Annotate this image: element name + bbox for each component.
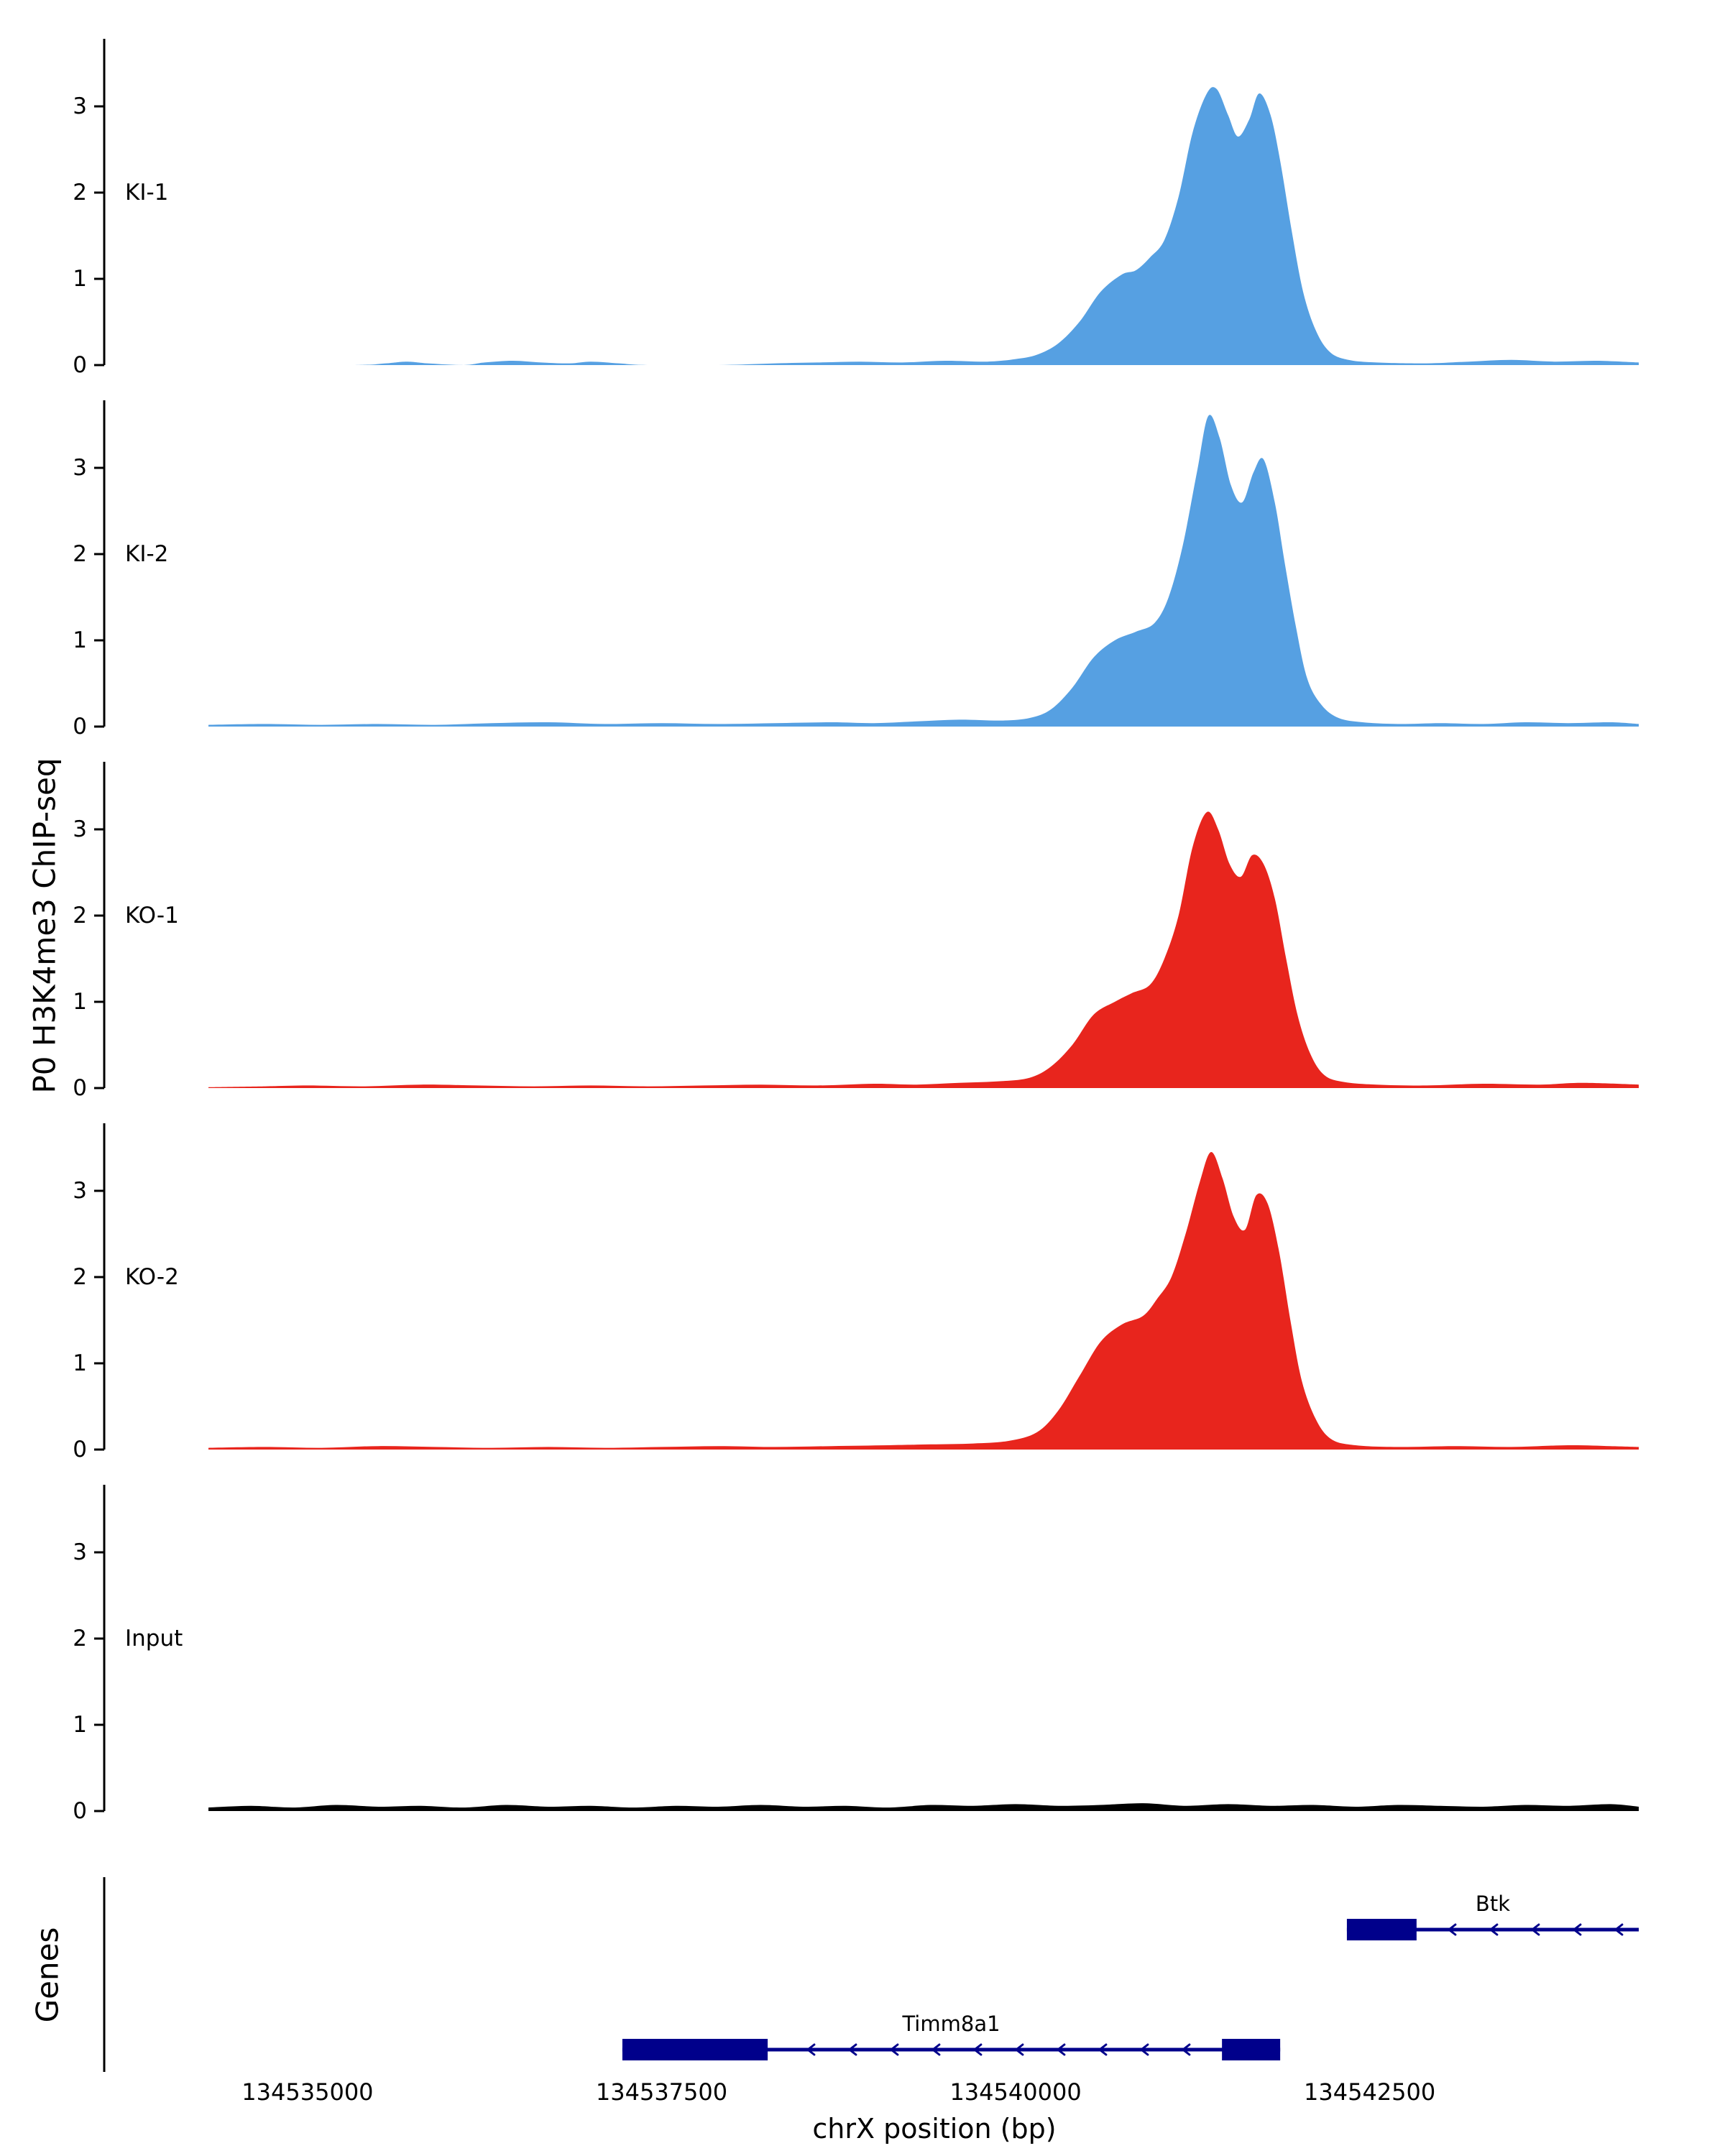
gene-label-btk: Btk [1476, 1892, 1510, 1916]
gene-strand-arrow [1614, 1923, 1624, 1936]
track-label-ko-1: KO-1 [125, 903, 179, 929]
y-tick-label: 0 [73, 1075, 87, 1101]
y-tick-label: 3 [73, 1539, 87, 1565]
gene-label-timm8a1: Timm8a1 [901, 2012, 1000, 2036]
y-axis-title-tracks: P0 H3K4me3 ChIP-seq [27, 757, 63, 1094]
y-tick-label: 2 [73, 180, 87, 206]
gene-strand-arrow [1447, 1923, 1457, 1936]
coverage-area-input [208, 1804, 1639, 1811]
track-label-ki-1: KI-1 [125, 180, 168, 206]
gene-exon-timm8a1 [622, 2039, 768, 2060]
y-axis-title-genes: Genes [29, 1927, 65, 2023]
gene-strand-arrow [1530, 1923, 1540, 1936]
y-tick-label: 2 [73, 903, 87, 929]
gene-strand-arrow [889, 2043, 899, 2056]
gene-strand-arrow [1572, 1923, 1582, 1936]
coverage-line-input [208, 1803, 1639, 1810]
gene-strand-arrow [1139, 2043, 1149, 2056]
gene-exon-timm8a1 [1222, 2039, 1281, 2060]
gene-strand-arrow [931, 2043, 941, 2056]
y-tick-label: 2 [73, 1264, 87, 1290]
y-tick-label: 3 [73, 455, 87, 481]
track-label-ki-2: KI-2 [125, 541, 168, 567]
coverage-area-ko-1 [208, 811, 1639, 1088]
y-tick-label: 3 [73, 93, 87, 119]
track-label-ko-2: KO-2 [125, 1264, 179, 1290]
y-tick-label: 0 [73, 1437, 87, 1462]
gene-strand-arrow [1014, 2043, 1024, 2056]
gene-exon-btk [1346, 1919, 1417, 1940]
track-label-input: Input [125, 1626, 183, 1651]
gene-strand-arrow [1098, 2043, 1108, 2056]
y-tick-label: 0 [73, 714, 87, 740]
gene-strand-arrow [972, 2043, 983, 2056]
coverage-area-ki-2 [208, 415, 1639, 727]
y-tick-label: 1 [73, 627, 87, 653]
x-tick-label: 134537500 [596, 2078, 727, 2106]
y-tick-label: 1 [73, 989, 87, 1015]
y-tick-label: 3 [73, 816, 87, 842]
gene-strand-arrow [847, 2043, 857, 2056]
y-tick-label: 1 [73, 1712, 87, 1738]
y-tick-label: 1 [73, 1350, 87, 1376]
gene-strand-arrow [1489, 1923, 1499, 1936]
coverage-area-ko-2 [208, 1151, 1639, 1450]
coverage-area-ki-1 [208, 87, 1639, 365]
x-tick-label: 134542500 [1304, 2078, 1435, 2106]
y-tick-label: 2 [73, 1626, 87, 1651]
gene-strand-arrow [1056, 2043, 1066, 2056]
x-tick-label: 134540000 [949, 2078, 1081, 2106]
y-tick-label: 0 [73, 1798, 87, 1824]
x-tick-label: 134535000 [242, 2078, 373, 2106]
y-tick-label: 0 [73, 352, 87, 378]
y-tick-label: 3 [73, 1178, 87, 1204]
gene-strand-arrow [806, 2043, 816, 2056]
x-axis-title: chrX position (bp) [812, 2113, 1057, 2145]
gene-strand-arrow [1181, 2043, 1191, 2056]
y-tick-label: 2 [73, 541, 87, 567]
y-tick-label: 1 [73, 266, 87, 292]
